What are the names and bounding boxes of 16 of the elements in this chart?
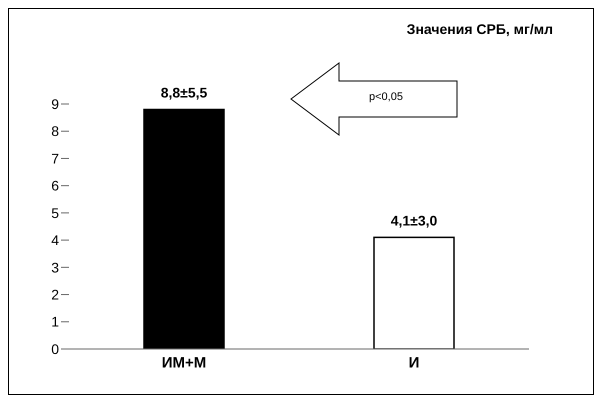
text: p<0,05 [369, 91, 403, 103]
y-tick-label: 8 [51, 123, 60, 140]
y-tick-label: 1 [51, 314, 60, 330]
y-tick-label: 4 [51, 232, 60, 248]
y-tick-label: 7 [51, 150, 60, 166]
y-tick-label: 5 [51, 204, 60, 221]
data-label: 8,8±5,5 [160, 84, 208, 100]
chart-title: Значения СРБ, мг/мл [406, 21, 553, 37]
y-tick-label: 6 [51, 178, 60, 194]
x-tick-label: ИМ+М [162, 354, 206, 372]
data-label: 4,1±3,0 [390, 212, 438, 228]
x-tick-label: И [408, 354, 420, 372]
y-tick-label: 9 [51, 96, 60, 112]
y-tick-label: 2 [51, 286, 60, 303]
y-tick-label: 3 [51, 259, 60, 276]
y-tick-label: 0 [51, 340, 60, 357]
